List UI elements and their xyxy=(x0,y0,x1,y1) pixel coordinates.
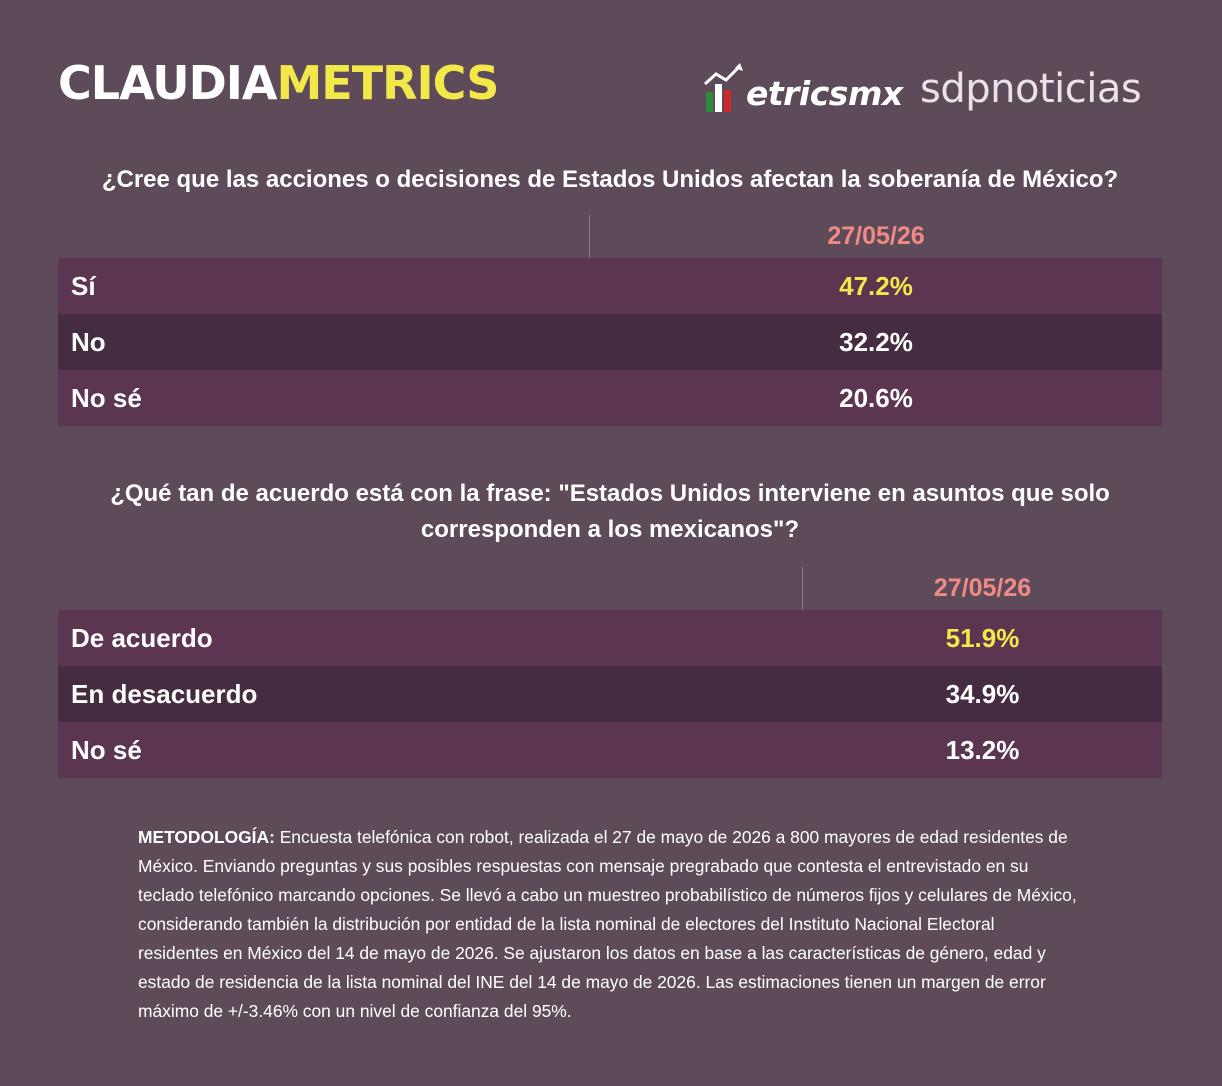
chart-arrow-icon xyxy=(704,63,743,112)
answer-value: 47.2% xyxy=(839,270,913,301)
brand-part-2: METRICS xyxy=(276,56,500,110)
table-row: No sé 20.6% xyxy=(58,370,1162,426)
answer-value: 34.9% xyxy=(945,678,1020,709)
question-2: ¿Qué tan de acuerdo está con la frase: "… xyxy=(110,480,1110,543)
date-header: 27/05/26 xyxy=(827,222,925,250)
brand-part-1: CLAUDIA xyxy=(58,56,278,110)
answer-label: Sí xyxy=(71,271,96,301)
table-row: De acuerdo 51.9% xyxy=(58,610,1162,666)
answer-label: De acuerdo xyxy=(71,623,213,653)
question-1: ¿Cree que las acciones o decisiones de E… xyxy=(101,166,1119,193)
results-table-2: 27/05/26 De acuerdo 51.9% En desacuerdo … xyxy=(58,567,1162,778)
methodology-note: METODOLOGÍA: Encuesta telefónica con rob… xyxy=(138,823,1078,1026)
answer-value: 20.6% xyxy=(839,382,913,413)
answer-value: 13.2% xyxy=(945,734,1020,765)
sdpnoticias-logo: sdpnoticias xyxy=(920,66,1142,112)
table-row: No 32.2% xyxy=(58,314,1162,370)
methodology-text: Encuesta telefónica con robot, realizada… xyxy=(138,827,1077,1021)
table-header: 27/05/26 xyxy=(58,215,1162,258)
answer-label: No sé xyxy=(71,383,142,413)
answer-value: 51.9% xyxy=(945,622,1020,653)
claudiametrics-logo: CLAUDIAMETRICS xyxy=(58,56,500,110)
table-row: En desacuerdo 34.9% xyxy=(58,666,1162,722)
metricsmx-logo: etricsmx xyxy=(704,60,903,114)
table-row: No sé 13.2% xyxy=(58,722,1162,778)
date-header: 27/05/26 xyxy=(933,574,1032,602)
answer-label: No sé xyxy=(71,735,142,765)
methodology-label: METODOLOGÍA: xyxy=(138,827,275,847)
answer-label: No xyxy=(71,327,106,357)
table-header: 27/05/26 xyxy=(58,567,1162,610)
results-table-1: 27/05/26 Sí 47.2% No 32.2% No sé 20.6% xyxy=(58,215,1162,426)
answer-value: 32.2% xyxy=(839,326,913,357)
table-row: Sí 47.2% xyxy=(58,258,1162,314)
metricsmx-wordmark: etricsmx xyxy=(746,74,903,113)
answer-label: En desacuerdo xyxy=(71,679,258,709)
